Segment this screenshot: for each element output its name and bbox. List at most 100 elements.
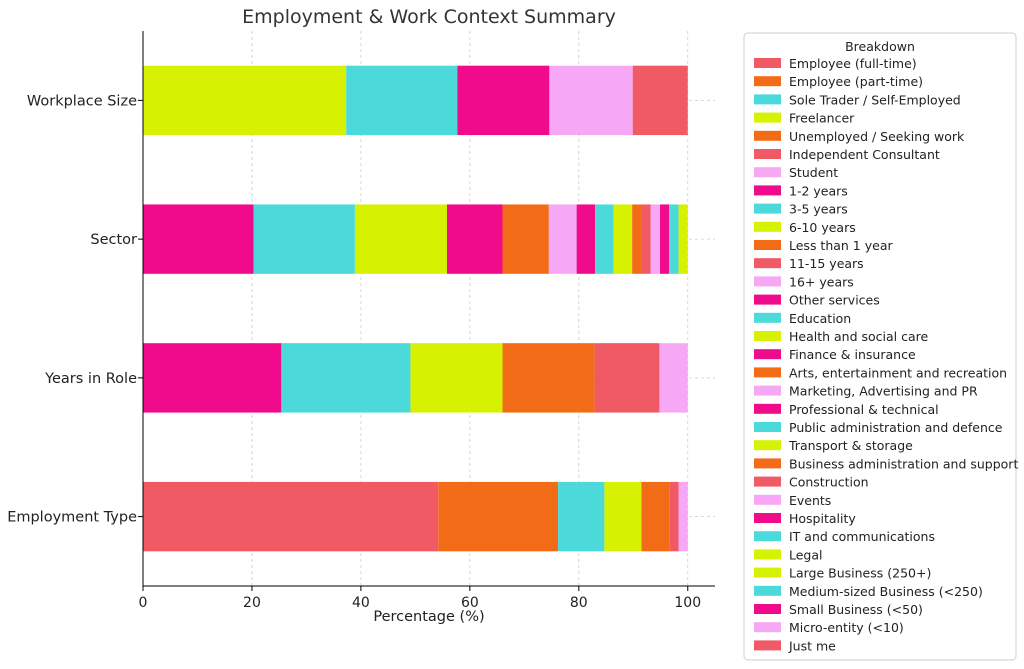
bar-sector-business-administration-and-support: [632, 204, 642, 274]
chart-title: Employment & Work Context Summary: [242, 6, 616, 28]
legend-swatch-marketing-advertising-and-pr: [754, 385, 781, 396]
legend-entry-construction: Construction: [789, 475, 869, 490]
bar-sector-marketing-advertising-and-pr: [548, 204, 577, 274]
bar-sector-events: [650, 204, 660, 274]
legend-entry-hospitality: Hospitality: [789, 511, 856, 526]
legend-entry-medium-sized-business-250: Medium-sized Business (<250): [789, 584, 983, 599]
legend-entry-other-services: Other services: [789, 293, 880, 308]
legend-entry-transport-storage: Transport & storage: [788, 438, 913, 453]
bar-workplace-size-just-me: [632, 65, 688, 136]
bar-years-in-role-16-years: [659, 343, 688, 413]
legend-entry-less-than-1-year: Less than 1 year: [789, 238, 893, 253]
legend: Breakdown Employee (full-time) Employee (…: [743, 32, 1018, 661]
x-tick-label: 60: [461, 595, 479, 611]
legend-swatch-3-5-years: [754, 203, 781, 214]
legend-swatch-arts-entertainment-and-recreation: [754, 367, 781, 378]
legend-entry-11-15-years: 11-15 years: [789, 256, 864, 271]
bar-workplace-size-micro-entity-10: [549, 65, 633, 136]
y-category-label: Employment Type: [7, 510, 137, 526]
legend-swatch-transport-storage: [754, 440, 781, 451]
legend-entry-events: Events: [789, 493, 831, 508]
legend-swatch-public-administration-and-defence: [754, 422, 781, 432]
bar-employment-type-employee-full-time: [143, 481, 439, 552]
bar-years-in-role-3-5-years: [281, 343, 411, 413]
legend-swatch-16-years: [754, 276, 781, 287]
bar-workplace-size-large-business-250: [143, 65, 347, 136]
legend-swatch-construction: [754, 476, 781, 487]
bar-employment-type-sole-trader-self-employed: [558, 481, 605, 552]
bar-workplace-size-medium-sized-business-250: [346, 65, 458, 136]
x-axis-label: Percentage (%): [373, 609, 484, 625]
bar-employment-type-student: [678, 481, 688, 552]
legend-swatch-business-administration-and-support: [754, 458, 781, 469]
legend-swatch-legal: [754, 549, 781, 560]
legend-entry-business-administration-and-support: Business administration and support: [789, 456, 1018, 471]
x-tick-label: 0: [139, 595, 148, 611]
legend-entry-1-2-years: 1-2 years: [789, 183, 848, 198]
legend-entry-micro-entity-10: Micro-entity (<10): [789, 620, 904, 635]
legend-swatch-it-and-communications: [754, 531, 781, 542]
bar-sector-finance-insurance: [446, 204, 503, 274]
legend-entry-professional-technical: Professional & technical: [789, 402, 939, 417]
bar-sector-construction: [641, 204, 651, 274]
bar-years-in-role-less-than-1-year: [502, 343, 595, 413]
legend-entry-3-5-years: 3-5 years: [789, 202, 848, 217]
legend-swatch-hospitality: [754, 513, 781, 523]
legend-swatch-just-me: [754, 640, 781, 651]
bar-sector-it-and-communications: [669, 204, 679, 274]
legend-swatch-other-services: [754, 294, 781, 305]
x-tick-label: 20: [243, 595, 261, 611]
legend-swatch-medium-sized-business-250: [754, 585, 781, 596]
legend-entry-16-years: 16+ years: [789, 274, 854, 289]
legend-entry-small-business-50: Small Business (<50): [789, 602, 923, 617]
legend-entry-education: Education: [789, 311, 851, 326]
axes: 0 20 40 60 80 100 Workplace Size Sector Years in…: [7, 31, 715, 611]
legend-entry-it-and-communications: IT and communications: [789, 529, 935, 544]
bar-sector-public-administration-and-defence: [595, 204, 614, 274]
legend-swatch-unemployed-seeking-work: [754, 130, 781, 141]
legend-entry-legal: Legal: [789, 547, 823, 562]
legend-entry-marketing-advertising-and-pr: Marketing, Advertising and PR: [789, 384, 978, 399]
legend-entry-employee-part-time: Employee (part-time): [789, 74, 923, 89]
legend-entry-large-business-250: Large Business (250+): [789, 566, 931, 581]
legend-swatch-large-business-250: [754, 567, 781, 578]
legend-entry-arts-entertainment-and-recreation: Arts, entertainment and recreation: [789, 365, 1007, 380]
bar-sector-health-and-social-care: [354, 204, 447, 274]
x-tick-label: 100: [674, 595, 701, 611]
legend-swatch-education: [754, 312, 781, 323]
legend-swatch-events: [754, 494, 781, 505]
legend-entry-employee-full-time: Employee (full-time): [789, 56, 917, 71]
bar-employment-type-unemployed-seeking-work: [641, 481, 670, 552]
y-category-label: Workplace Size: [27, 93, 137, 109]
y-category-label: Years in Role: [44, 371, 137, 387]
legend-swatch-student: [754, 167, 781, 178]
legend-entry-finance-insurance: Finance & insurance: [789, 347, 916, 362]
legend-swatch-micro-entity-10: [754, 622, 781, 633]
legend-entry-unemployed-seeking-work: Unemployed / Seeking work: [789, 129, 965, 144]
legend-swatch-small-business-50: [754, 604, 781, 614]
bar-employment-type-employee-part-time: [438, 481, 559, 552]
legend-title: Breakdown: [845, 39, 915, 54]
y-category-label: Sector: [90, 232, 137, 248]
legend-swatch-freelancer: [754, 112, 781, 123]
legend-entry-freelancer: Freelancer: [789, 111, 855, 126]
bar-years-in-role-6-10-years: [410, 343, 503, 413]
legend-entry-independent-consultant: Independent Consultant: [789, 147, 940, 162]
legend-entry-student: Student: [789, 165, 838, 180]
x-tick-label: 80: [570, 595, 588, 611]
legend-swatch-1-2-years: [754, 185, 781, 196]
legend-entry-public-administration-and-defence: Public administration and defence: [789, 420, 1003, 435]
bar-sector-professional-technical: [576, 204, 596, 274]
x-tick-label: 40: [352, 595, 370, 611]
legend-swatch-employee-part-time: [754, 76, 781, 87]
bar-sector-hospitality: [659, 204, 670, 274]
bar-years-in-role-11-15-years: [594, 343, 660, 413]
bar-employment-type-independent-consultant: [669, 481, 679, 552]
bar-sector-education: [253, 204, 355, 274]
legend-swatch-sole-trader-self-employed: [754, 94, 781, 105]
legend-swatch-11-15-years: [754, 258, 781, 269]
legend-entry-just-me: Just me: [788, 638, 836, 653]
legend-swatch-employee-full-time: [754, 58, 781, 68]
legend-swatch-professional-technical: [754, 403, 781, 414]
